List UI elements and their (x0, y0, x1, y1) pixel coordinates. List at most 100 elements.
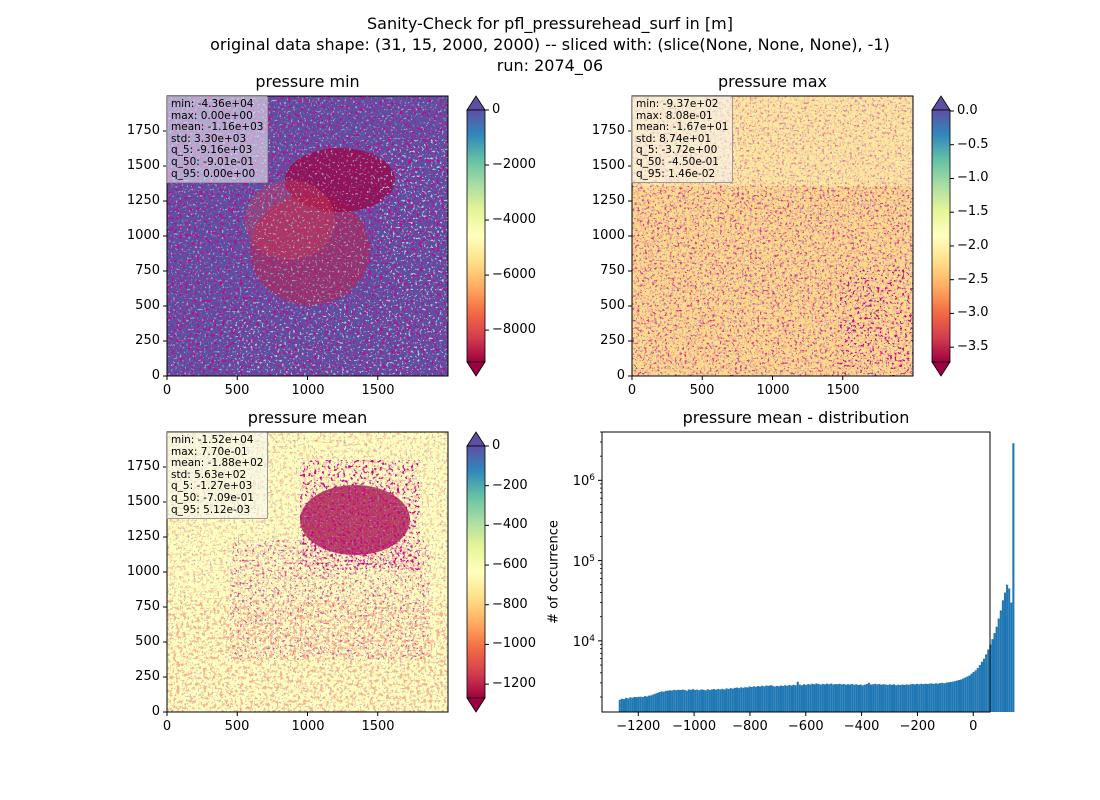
stat-line: q_50: -7.09e-01 (171, 491, 254, 504)
histogram-bar (723, 689, 726, 712)
histogram-y-tick-label: 106 (572, 473, 595, 490)
stat-line: mean: -1.88e+02 (171, 457, 264, 470)
histogram-ticks (598, 431, 974, 716)
stat-line: max: 8.08e-01 (636, 109, 713, 122)
histogram-bar (654, 693, 657, 712)
stat-line: min: -9.37e+02 (636, 98, 719, 110)
histogram-bar (943, 683, 946, 712)
colorbar-extend-min (466, 697, 486, 713)
histogram-bar (985, 654, 988, 712)
axes-frame-histogram (601, 431, 991, 713)
colorbar-extend-max (466, 95, 486, 111)
histogram-bar (627, 698, 630, 712)
histogram-bar (765, 685, 768, 712)
histogram-bar (970, 673, 973, 712)
y-tick-label: 1250 (126, 529, 160, 544)
stat-line: min: -1.52e+04 (171, 434, 254, 446)
stat-line: q_95: 1.46e-02 (636, 167, 716, 180)
histogram-bar (715, 689, 718, 712)
histogram-bar (855, 684, 858, 712)
y-tick-label: 250 (600, 333, 625, 348)
stat-line: q_5: -3.72e+00 (636, 144, 718, 157)
histogram-bar (1008, 588, 1011, 712)
histogram-bar (782, 686, 785, 712)
colorbar-tick-label: −1200 (492, 676, 536, 692)
histogram-bar (869, 684, 873, 712)
y-tick-label: 0 (151, 368, 160, 383)
histogram-bar (851, 684, 854, 712)
y-tick-label: 500 (600, 298, 625, 313)
histogram-x-tick-label: 0 (969, 719, 978, 734)
histogram-bar (717, 688, 720, 712)
histogram-bar (997, 618, 1000, 712)
histogram-bar (978, 665, 981, 712)
histogram-bar (905, 684, 908, 712)
histogram-bar (830, 683, 833, 712)
figure-title-line-3: run: 2074_06 (496, 56, 604, 75)
histogram-bar (953, 681, 956, 712)
histogram-bar (809, 684, 812, 712)
y-tick-label: 1500 (126, 494, 160, 509)
histogram-bar (637, 696, 640, 712)
y-tick-label: 0 (616, 368, 625, 383)
histogram-bar (972, 671, 975, 712)
histogram-bar (817, 684, 820, 712)
histogram-bar (662, 691, 665, 712)
colorbar-tick-label: −1.5 (957, 204, 989, 220)
histogram-bar (849, 684, 852, 712)
histogram-bar (779, 685, 783, 712)
stats-box-pressure-mean: min: -1.52e+04 max: 7.70e-01 mean: -1.88… (166, 432, 269, 520)
stat-line: q_5: -9.16e+03 (171, 144, 253, 157)
histogram-bar (629, 697, 632, 712)
stat-line: q_95: 0.00e+00 (171, 167, 256, 180)
histogram-bar (909, 684, 912, 712)
colorbar-pressure-max (931, 95, 951, 377)
histogram-bar (746, 687, 749, 712)
colorbar-tick-label: −8000 (492, 322, 536, 338)
y-tick-label: 250 (135, 333, 160, 348)
histogram-bar (706, 689, 709, 712)
histogram-bar (890, 684, 893, 712)
histogram-bar (1003, 592, 1007, 712)
histogram-bar (750, 687, 753, 712)
histogram-bar (974, 670, 977, 712)
stat-line: std: 5.63e+02 (171, 468, 247, 481)
histogram-bar (911, 684, 914, 712)
stat-line: q_50: -9.01e-01 (171, 155, 254, 168)
histogram-bar (681, 689, 684, 712)
histogram-bar (826, 683, 829, 712)
histogram-bar (622, 699, 626, 712)
histogram-bar (993, 633, 996, 712)
histogram-bar (744, 687, 747, 712)
histogram-bar (901, 684, 904, 712)
histogram-bar (821, 683, 824, 712)
histogram-bar (618, 699, 621, 712)
histogram-bar (857, 685, 860, 712)
histogram-bar (625, 697, 628, 712)
colorbar-extend-max (931, 95, 951, 111)
histogram-bar (805, 684, 808, 712)
histogram-bar (802, 684, 806, 712)
histogram-bar (959, 679, 963, 712)
histogram-bar (769, 685, 772, 712)
stat-line: q_50: -4.50e-01 (636, 155, 719, 168)
histogram-bar (920, 683, 923, 712)
histogram-bar (863, 684, 866, 712)
y-tick-label: 750 (600, 263, 625, 278)
histogram-bar (664, 690, 667, 712)
histogram-bar (865, 684, 868, 712)
x-tick-label: 1500 (361, 383, 395, 398)
histogram-bar (903, 684, 906, 712)
colorbar-tick-label: 0 (492, 438, 501, 453)
histogram-bar (761, 685, 764, 712)
histogram-x-tick-label: −800 (732, 719, 768, 734)
histogram-bar (913, 684, 917, 712)
colorbar-tick-label: −800 (492, 596, 528, 612)
histogram-bar (895, 685, 898, 712)
panel-title-pressure-max: pressure max (717, 72, 828, 91)
y-tick-label: 1250 (591, 193, 625, 208)
histogram-x-tick-label: −1000 (672, 719, 717, 734)
panel-title-pressure-mean: pressure mean (247, 408, 368, 427)
histogram-bar (888, 684, 891, 712)
histogram-bar (790, 685, 793, 712)
